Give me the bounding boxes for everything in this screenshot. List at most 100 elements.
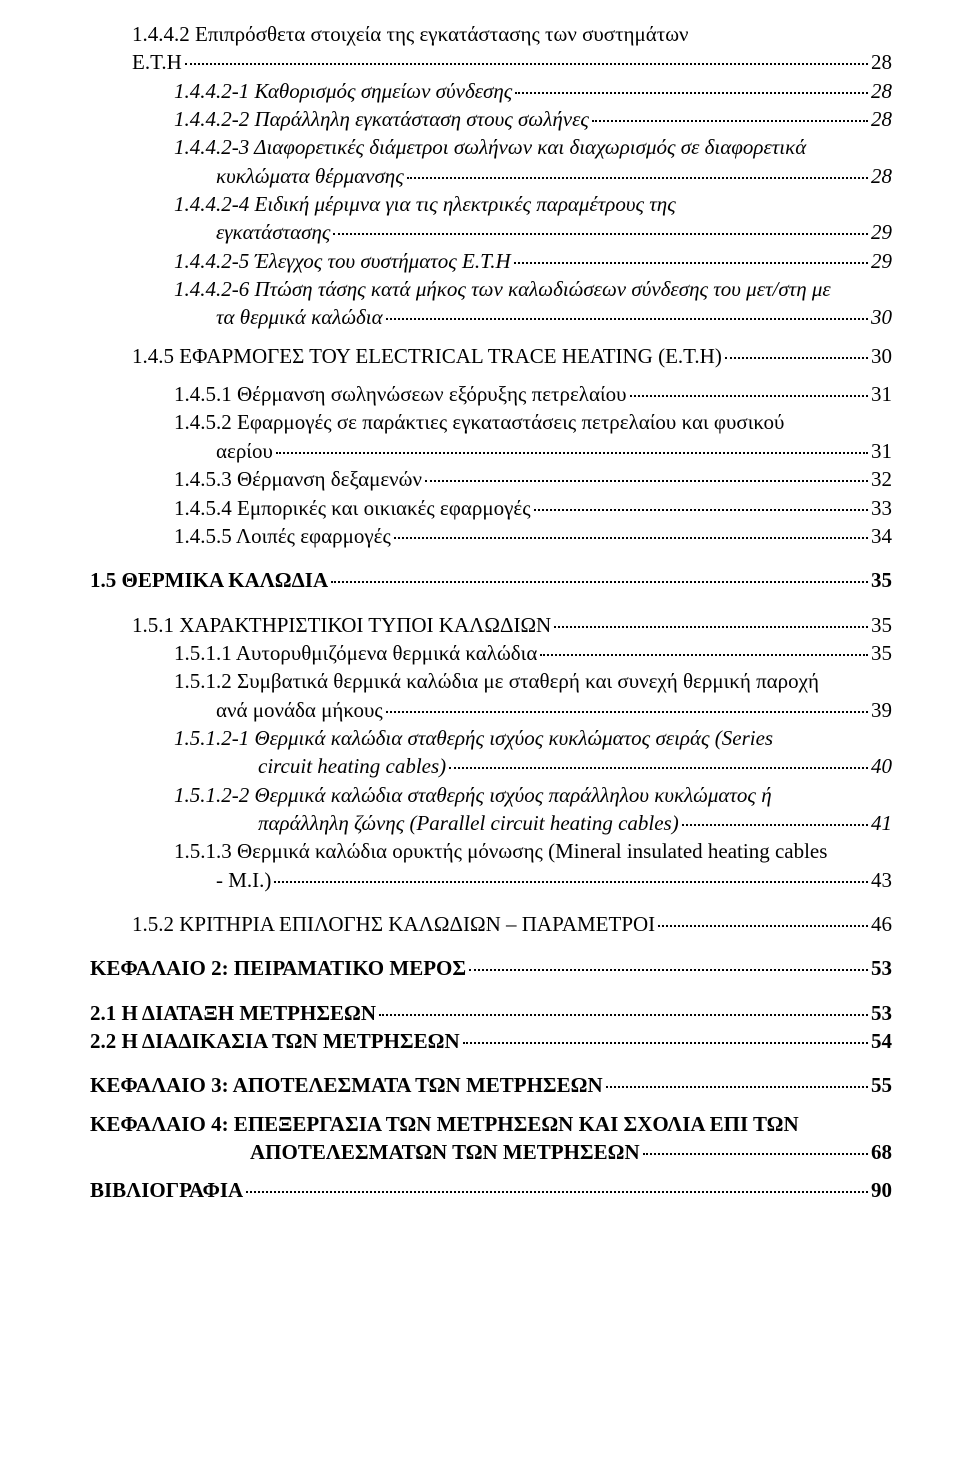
- toc-text: 1.5.1.2-2 Θερμικά καλώδια σταθερής ισχύο…: [174, 781, 892, 809]
- toc-entry-heading: ΚΕΦΑΛΑΙΟ 4: ΕΠΕΞΕΡΓΑΣΙΑ ΤΩΝ ΜΕΤΡΗΣΕΩΝ ΚΑ…: [90, 1110, 892, 1167]
- dot-leader: [606, 1086, 868, 1088]
- dot-leader: [386, 318, 868, 320]
- dot-leader: [331, 581, 868, 583]
- dot-leader: [658, 925, 868, 927]
- dot-leader: [592, 120, 868, 122]
- toc-entry-heading: ΚΕΦΑΛΑΙΟ 2: ΠΕΙΡΑΜΑΤΙΚΟ ΜΕΡΟΣ 53: [90, 954, 892, 982]
- toc-text: 1.4.4.2-5 Έλεγχος του συστήματος Ε.Τ.Η: [174, 247, 511, 275]
- toc-text: 1.4.4.2-3 Διαφορετικές διάμετροι σωλήνων…: [174, 133, 892, 161]
- dot-leader: [425, 480, 868, 482]
- dot-leader: [449, 767, 868, 769]
- toc-entry: 1.5.1.2 Συμβατικά θερμικά καλώδια με στα…: [90, 667, 892, 724]
- toc-page: 43: [871, 866, 892, 894]
- toc-text: 1.4.5.5 Λοιπές εφαρμογές: [174, 522, 391, 550]
- toc-entry: 1.5.2 ΚΡΙΤΗΡΙΑ ΕΠΙΛΟΓΗΣ ΚΑΛΩΔΙΩΝ – ΠΑΡΑΜ…: [90, 910, 892, 938]
- toc-page: 33: [871, 494, 892, 522]
- toc-entry: 1.4.5.1 Θέρμανση σωληνώσεων εξόρυξης πετ…: [90, 380, 892, 408]
- toc-page: 31: [871, 380, 892, 408]
- toc-entry: 2.2 Η ΔΙΑΔΙΚΑΣΙΑ ΤΩΝ ΜΕΤΡΗΣΕΩΝ 54: [90, 1027, 892, 1055]
- toc-entry: 1.4.4.2-4 Ειδική μέριμνα για τις ηλεκτρι…: [90, 190, 892, 247]
- toc-entry-heading: 1.5 ΘΕΡΜΙΚΑ ΚΑΛΩΔΙΑ 35: [90, 566, 892, 594]
- toc-text: 1.4.5.4 Εμπορικές και οικιακές εφαρμογές: [174, 494, 531, 522]
- toc-page: 54: [871, 1027, 892, 1055]
- dot-leader: [515, 92, 868, 94]
- toc-text: 1.4.4.2-6 Πτώση τάσης κατά μήκος των καλ…: [174, 275, 892, 303]
- toc-entry-heading: ΚΕΦΑΛΑΙΟ 3: ΑΠΟΤΕΛΕΣΜΑΤΑ ΤΩΝ ΜΕΤΡΗΣΕΩΝ 5…: [90, 1071, 892, 1099]
- toc-text: 1.4.5 ΕΦΑΡΜΟΓΕΣ ΤΟΥ ELECTRICAL TRACE HEA…: [132, 342, 722, 370]
- toc-entry: 1.4.5.2 Εφαρμογές σε παράκτιες εγκαταστά…: [90, 408, 892, 465]
- toc-page: 41: [871, 809, 892, 837]
- dot-leader: [463, 1042, 868, 1044]
- toc-text: 1.4.4.2-4 Ειδική μέριμνα για τις ηλεκτρι…: [174, 190, 892, 218]
- dot-leader: [379, 1014, 868, 1016]
- toc-entry: 1.4.4.2-1 Καθορισμός σημείων σύνδεσης 28: [90, 77, 892, 105]
- toc-entry: 1.4.5 ΕΦΑΡΜΟΓΕΣ ΤΟΥ ELECTRICAL TRACE HEA…: [90, 342, 892, 370]
- dot-leader: [514, 262, 868, 264]
- dot-leader: [469, 969, 868, 971]
- toc-text: 1.5.2 ΚΡΙΤΗΡΙΑ ΕΠΙΛΟΓΗΣ ΚΑΛΩΔΙΩΝ – ΠΑΡΑΜ…: [132, 910, 655, 938]
- dot-leader: [643, 1153, 868, 1155]
- toc-entry: 1.5.1 ΧΑΡΑΚΤΗΡΙΣΤΙΚΟΙ ΤΥΠΟΙ ΚΑΛΩΔΙΩΝ 35: [90, 611, 892, 639]
- toc-text: 1.5.1.1 Αυτορυθμιζόμενα θερμικά καλώδια: [174, 639, 537, 667]
- toc-entry: 1.4.4.2-2 Παράλληλη εγκατάσταση στους σω…: [90, 105, 892, 133]
- toc-entry: 2.1 Η ΔΙΑΤΑΞΗ ΜΕΤΡΗΣΕΩΝ 53: [90, 999, 892, 1027]
- dot-leader: [682, 824, 868, 826]
- dot-leader: [534, 509, 868, 511]
- toc-page: 30: [871, 342, 892, 370]
- dot-leader: [386, 711, 868, 713]
- toc-text-cont: τα θερμικά καλώδια: [216, 303, 383, 331]
- toc-text: ΚΕΦΑΛΑΙΟ 4: ΕΠΕΞΕΡΓΑΣΙΑ ΤΩΝ ΜΕΤΡΗΣΕΩΝ ΚΑ…: [90, 1110, 892, 1138]
- toc-text-cont: circuit heating cables): [258, 752, 446, 780]
- toc-text-cont: ΑΠΟΤΕΛΕΣΜΑΤΩΝ ΤΩΝ ΜΕΤΡΗΣΕΩΝ: [250, 1138, 640, 1166]
- toc-page: 40: [871, 752, 892, 780]
- toc-page: 32: [871, 465, 892, 493]
- toc-page: 28: [871, 48, 892, 76]
- toc-text: ΒΙΒΛΙΟΓΡΑΦΙΑ: [90, 1176, 243, 1204]
- toc-page: 28: [871, 105, 892, 133]
- toc-page: 53: [871, 999, 892, 1027]
- toc-page: 53: [871, 954, 892, 982]
- toc-page: 29: [871, 218, 892, 246]
- toc-entry: 1.5.1.3 Θερμικά καλώδια ορυκτής μόνωσης …: [90, 837, 892, 894]
- toc-text: 1.4.5.2 Εφαρμογές σε παράκτιες εγκαταστά…: [174, 408, 892, 436]
- toc-text: 1.5.1.2-1 Θερμικά καλώδια σταθερής ισχύο…: [174, 724, 892, 752]
- dot-leader: [407, 177, 868, 179]
- toc-text-cont: παράλληλη ζώνης (Parallel circuit heatin…: [258, 809, 679, 837]
- toc-entry: 1.4.4.2-6 Πτώση τάσης κατά μήκος των καλ…: [90, 275, 892, 332]
- toc-page: 35: [871, 566, 892, 594]
- toc-page: 34: [871, 522, 892, 550]
- toc-text: 1.5.1.3 Θερμικά καλώδια ορυκτής μόνωσης …: [174, 837, 892, 865]
- dot-leader: [274, 881, 868, 883]
- toc-text: ΚΕΦΑΛΑΙΟ 2: ΠΕΙΡΑΜΑΤΙΚΟ ΜΕΡΟΣ: [90, 954, 466, 982]
- toc-entry: 1.4.5.5 Λοιπές εφαρμογές 34: [90, 522, 892, 550]
- toc-entry: 1.4.4.2-5 Έλεγχος του συστήματος Ε.Τ.Η 2…: [90, 247, 892, 275]
- toc-text: 1.4.5.1 Θέρμανση σωληνώσεων εξόρυξης πετ…: [174, 380, 627, 408]
- toc-text: 1.5 ΘΕΡΜΙΚΑ ΚΑΛΩΔΙΑ: [90, 566, 328, 594]
- dot-leader: [554, 626, 868, 628]
- toc-text: 1.4.4.2-1 Καθορισμός σημείων σύνδεσης: [174, 77, 512, 105]
- toc-text: 1.5.1 ΧΑΡΑΚΤΗΡΙΣΤΙΚΟΙ ΤΥΠΟΙ ΚΑΛΩΔΙΩΝ: [132, 611, 551, 639]
- toc-entry: 1.4.4.2-3 Διαφορετικές διάμετροι σωλήνων…: [90, 133, 892, 190]
- toc-page: 39: [871, 696, 892, 724]
- dot-leader: [333, 233, 868, 235]
- dot-leader: [630, 395, 869, 397]
- toc-text-cont: - M.I.): [216, 866, 271, 894]
- toc-page: 35: [871, 611, 892, 639]
- dot-leader: [185, 63, 868, 65]
- dot-leader: [246, 1191, 868, 1193]
- toc-page: 28: [871, 162, 892, 190]
- toc-text: 1.4.5.3 Θέρμανση δεξαμενών: [174, 465, 422, 493]
- dot-leader: [276, 452, 868, 454]
- toc-entry: 1.5.1.1 Αυτορυθμιζόμενα θερμικά καλώδια …: [90, 639, 892, 667]
- dot-leader: [394, 537, 868, 539]
- toc-entry-heading: ΒΙΒΛΙΟΓΡΑΦΙΑ 90: [90, 1176, 892, 1204]
- toc-entry: 1.4.5.4 Εμπορικές και οικιακές εφαρμογές…: [90, 494, 892, 522]
- toc-page: 30: [871, 303, 892, 331]
- toc-page: 55: [871, 1071, 892, 1099]
- toc-page: 35: [871, 639, 892, 667]
- toc-entry: 1.5.1.2-1 Θερμικά καλώδια σταθερής ισχύο…: [90, 724, 892, 781]
- toc-page: 31: [871, 437, 892, 465]
- toc-page: 28: [871, 77, 892, 105]
- toc-entry: 1.5.1.2-2 Θερμικά καλώδια σταθερής ισχύο…: [90, 781, 892, 838]
- toc-text-cont: αερίου: [216, 437, 273, 465]
